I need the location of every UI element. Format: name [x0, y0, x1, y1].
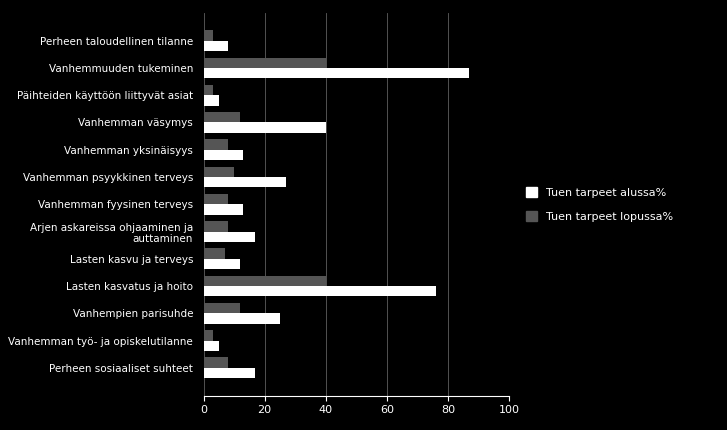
Bar [204, 313, 280, 324]
Bar [204, 194, 228, 204]
Bar [204, 341, 219, 351]
Bar [204, 177, 286, 187]
Bar [204, 68, 469, 78]
Bar [204, 166, 234, 177]
Bar [204, 58, 326, 68]
Bar [204, 95, 219, 105]
Bar [204, 85, 213, 95]
Legend: Tuen tarpeet alussa%, Tuen tarpeet lopussa%: Tuen tarpeet alussa%, Tuen tarpeet lopus… [521, 181, 679, 227]
Bar [204, 41, 228, 51]
Bar [204, 221, 228, 231]
Bar [204, 330, 213, 341]
Bar [204, 368, 255, 378]
Bar [204, 123, 326, 133]
Bar [204, 231, 255, 242]
Bar [204, 259, 240, 269]
Bar [204, 150, 244, 160]
Bar [204, 357, 228, 368]
Bar [204, 139, 228, 150]
Bar [204, 286, 435, 296]
Bar [204, 112, 240, 123]
Bar [204, 303, 240, 313]
Bar [204, 249, 225, 259]
Bar [204, 204, 244, 215]
Bar [204, 276, 326, 286]
Bar [204, 30, 213, 41]
